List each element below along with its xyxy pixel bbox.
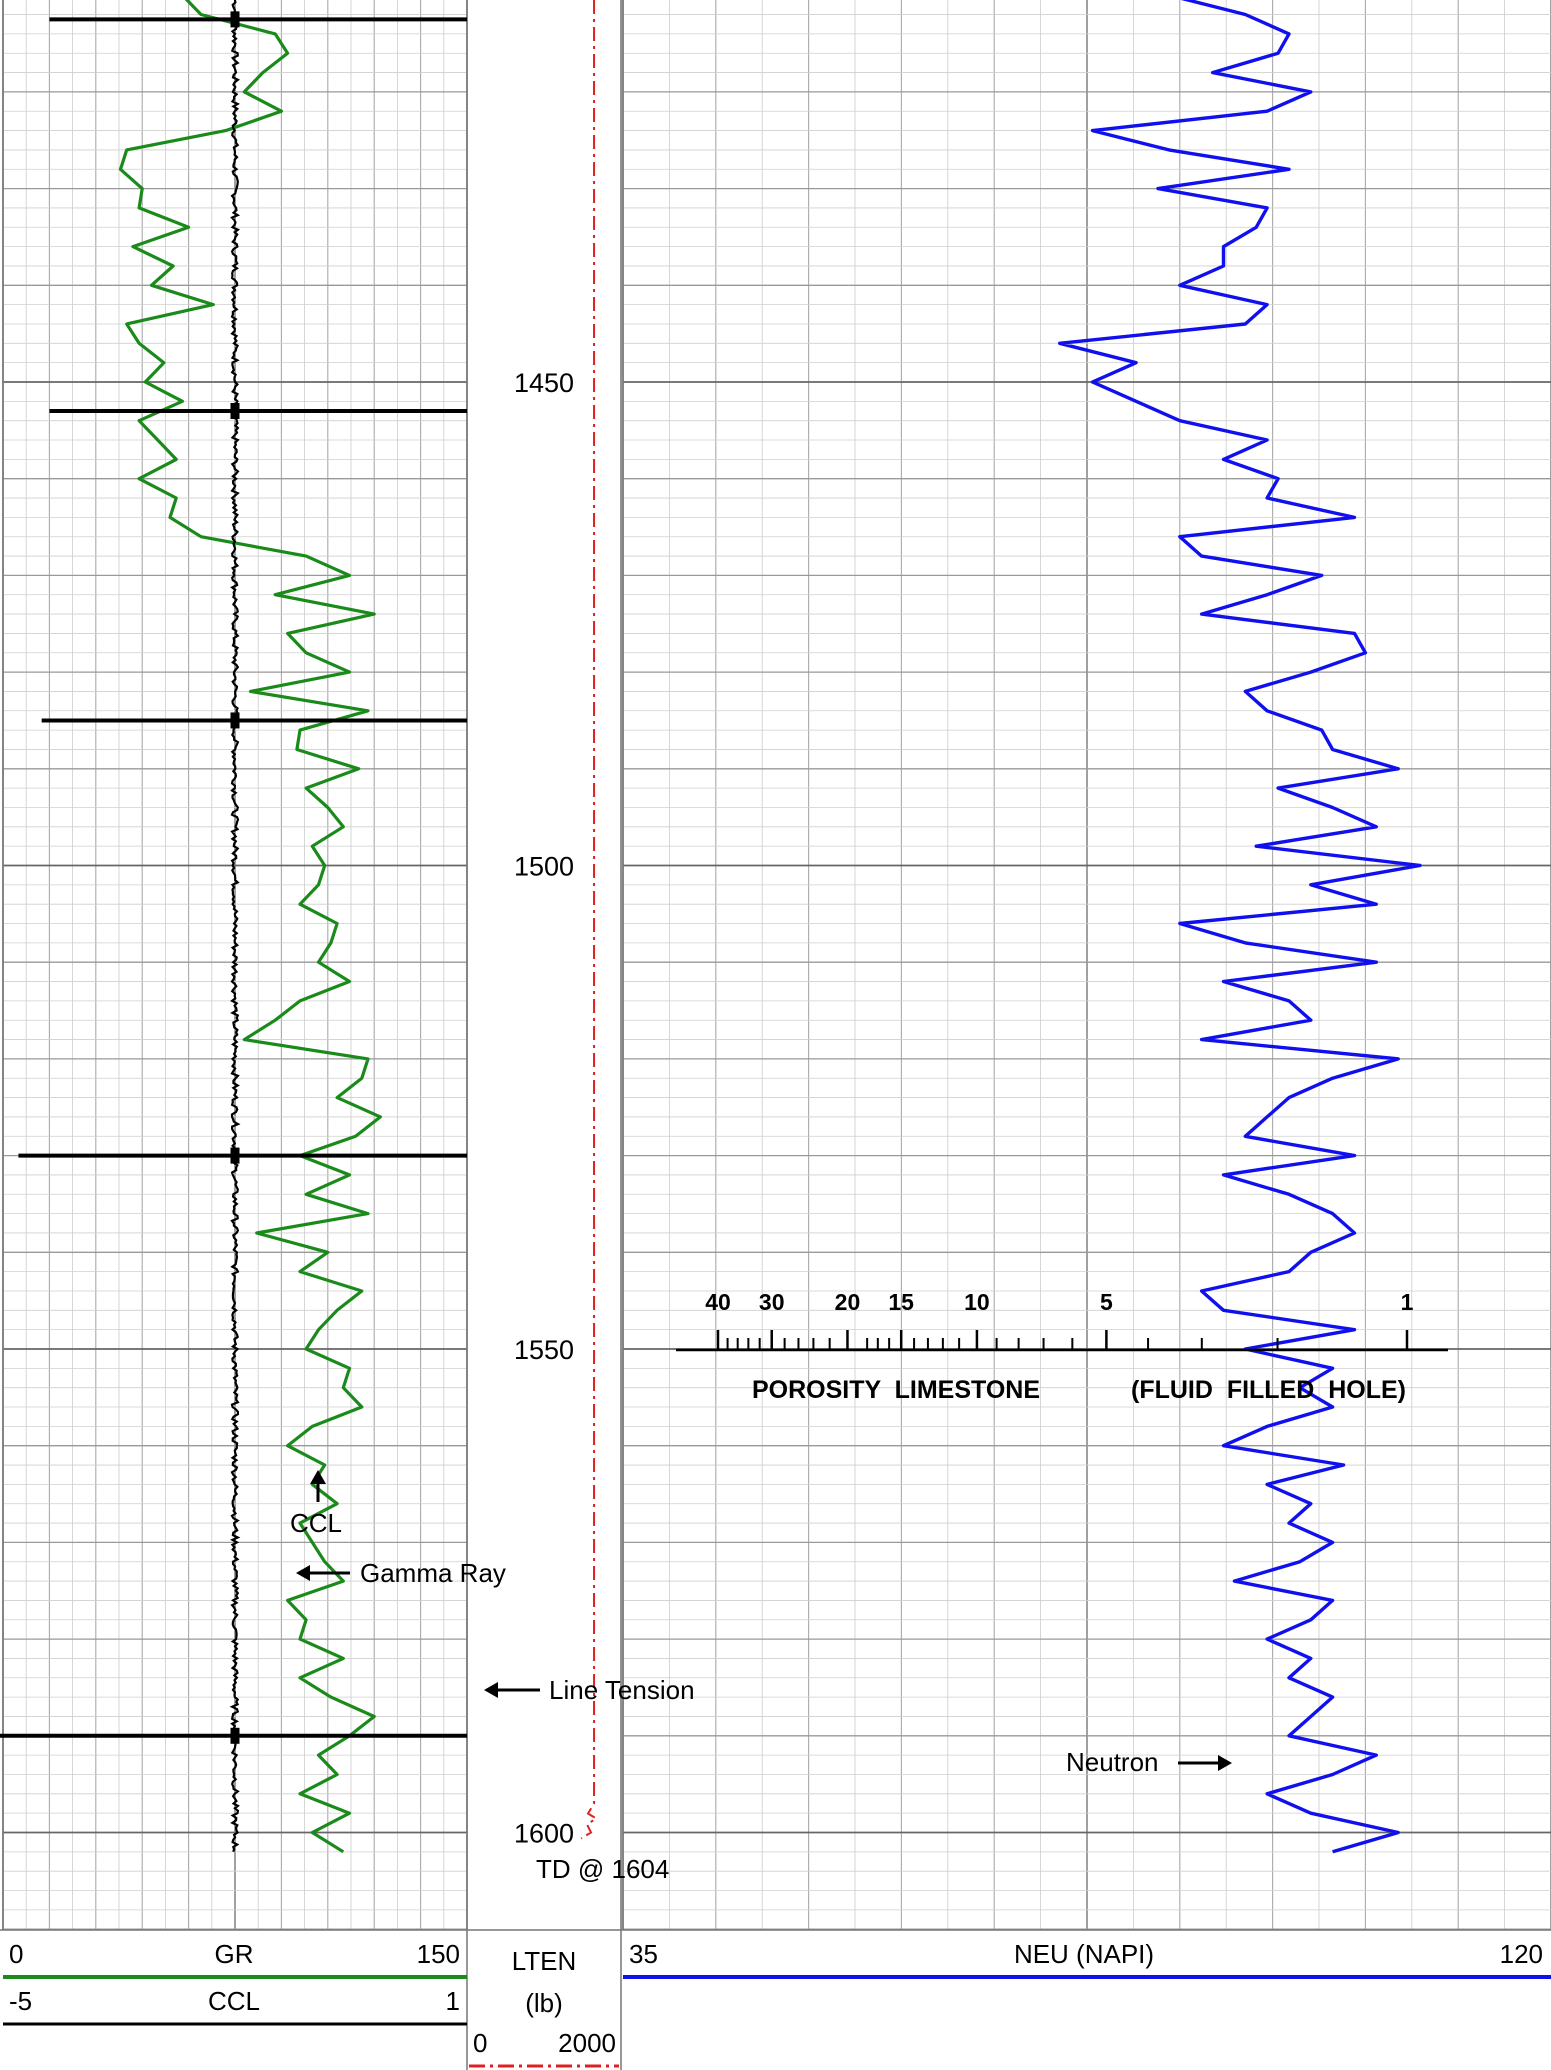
ccl-scale-min: -5 <box>9 1986 32 2016</box>
log-grid <box>2 0 1551 1930</box>
header-background <box>0 1930 1551 2070</box>
porosity-scale-ticks: 40 30 20 15 10 5 1 <box>705 1289 1414 1350</box>
ccl-curve <box>229 0 241 1853</box>
track-header: 0 GR 150 -5 CCL 1 LTEN (lb) 0 2000 35 NE… <box>0 1929 1551 2070</box>
total-depth-label: TD @ 1604 <box>536 1854 669 1884</box>
gamma-ray-annotation: Gamma Ray <box>360 1558 506 1588</box>
neu-curve <box>1058 0 1422 1854</box>
neu-scale-min: 35 <box>629 1939 658 1969</box>
gamma-ray-arrow-head <box>296 1565 310 1581</box>
porosity-tick-label: 5 <box>1100 1289 1113 1315</box>
gr-mnemonic: GR <box>215 1939 254 1969</box>
depth-labels: 1450 1500 1550 1600 <box>514 368 574 1849</box>
porosity-caption-right: (FLUID FILLED HOLE) <box>1131 1376 1406 1404</box>
ccl-arrow-head <box>310 1470 326 1484</box>
porosity-tick-label: 10 <box>964 1289 990 1315</box>
ccl-mnemonic: CCL <box>208 1986 260 2016</box>
porosity-tick-label: 30 <box>759 1289 785 1315</box>
lten-scale-min: 0 <box>473 2028 487 2058</box>
lten-mnemonic: LTEN <box>512 1946 577 1976</box>
porosity-caption-left: POROSITY LIMESTONE <box>752 1376 1040 1404</box>
porosity-tick-label: 1 <box>1401 1289 1414 1315</box>
lten-unit: (lb) <box>525 1988 563 2018</box>
gr-curve <box>118 0 382 1854</box>
porosity-tick-label: 15 <box>888 1289 914 1315</box>
depth-label: 1600 <box>514 1819 574 1849</box>
depth-label: 1550 <box>514 1335 574 1365</box>
lten-scale-max: 2000 <box>558 2028 616 2058</box>
lten-curve <box>580 0 598 1840</box>
neu-scale-max: 120 <box>1500 1939 1543 1969</box>
neu-mnemonic: NEU (NAPI) <box>1014 1939 1154 1969</box>
porosity-limestone-scale: 40 30 20 15 10 5 1 POROSITY LIMESTONE (FLUID F… <box>676 1289 1448 1404</box>
log-curves <box>0 0 1422 1854</box>
ccl-annotation: CCL <box>290 1508 342 1538</box>
gr-scale-min: 0 <box>9 1939 23 1969</box>
depth-label: 1450 <box>514 368 574 398</box>
neutron-arrow-head <box>1218 1755 1232 1771</box>
line-tension-annotation: Line Tension <box>549 1675 695 1705</box>
gr-scale-max: 150 <box>417 1939 460 1969</box>
annotations: CCL Gamma Ray Line Tension Neutron TD @ … <box>290 1470 1232 1884</box>
neutron-annotation: Neutron <box>1066 1747 1159 1777</box>
porosity-tick-label: 20 <box>835 1289 861 1315</box>
line-tension-arrow-head <box>484 1682 498 1698</box>
depth-label: 1500 <box>514 852 574 882</box>
porosity-tick-label: 40 <box>705 1289 731 1315</box>
ccl-scale-max: 1 <box>446 1986 460 2016</box>
